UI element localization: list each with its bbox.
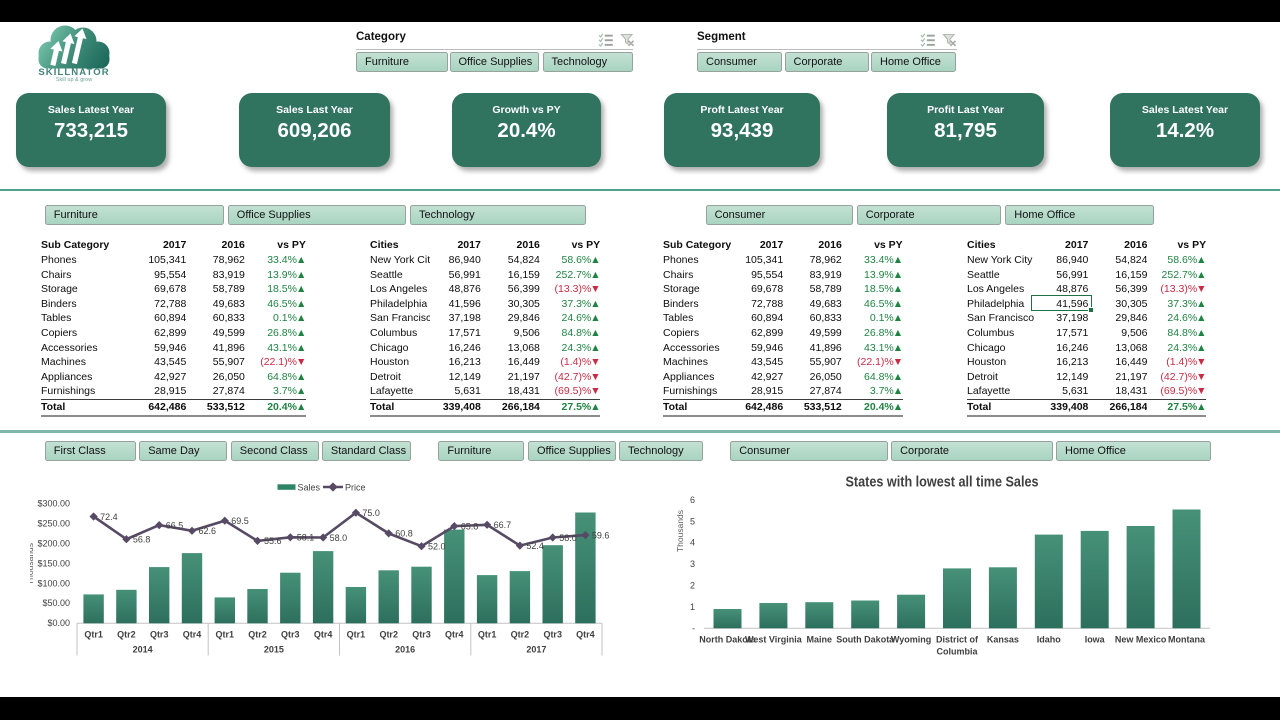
svg-text:Qtr3: Qtr3 xyxy=(543,630,562,640)
svg-text:72.4: 72.4 xyxy=(100,512,118,522)
svg-text:Qtr3: Qtr3 xyxy=(281,630,300,640)
svg-text:Qtr4: Qtr4 xyxy=(183,630,202,640)
svg-text:69.5: 69.5 xyxy=(231,516,249,526)
svg-text:Qtr2: Qtr2 xyxy=(511,630,530,640)
svg-text:North Dakota: North Dakota xyxy=(699,635,756,645)
svg-text:6: 6 xyxy=(690,495,695,505)
svg-text:$0.00: $0.00 xyxy=(47,618,70,628)
svg-text:2017: 2017 xyxy=(526,645,546,655)
svg-text:Qtr1: Qtr1 xyxy=(216,630,235,640)
svg-text:3: 3 xyxy=(690,559,695,569)
svg-text:58.0: 58.0 xyxy=(559,533,577,543)
svg-text:5: 5 xyxy=(690,516,695,526)
svg-text:Iowa: Iowa xyxy=(1085,635,1106,645)
svg-text:South Dakota: South Dakota xyxy=(836,635,895,645)
svg-text:$200.00: $200.00 xyxy=(37,538,70,548)
svg-text:Montana: Montana xyxy=(1168,635,1206,645)
svg-text:New Mexico: New Mexico xyxy=(1115,635,1167,645)
svg-text:58.1: 58.1 xyxy=(297,533,315,543)
svg-text:52.4: 52.4 xyxy=(526,541,544,551)
svg-text:Qtr2: Qtr2 xyxy=(379,630,398,640)
svg-text:75.0: 75.0 xyxy=(362,508,380,518)
svg-text:4: 4 xyxy=(690,538,695,548)
svg-text:-: - xyxy=(692,623,695,633)
svg-text:62.6: 62.6 xyxy=(199,526,217,536)
svg-text:Idaho: Idaho xyxy=(1037,635,1062,645)
svg-text:West Virginia: West Virginia xyxy=(745,635,803,645)
svg-text:Qtr3: Qtr3 xyxy=(150,630,169,640)
svg-text:Kansas: Kansas xyxy=(987,635,1019,645)
svg-text:66.5: 66.5 xyxy=(166,520,184,530)
svg-text:Qtr2: Qtr2 xyxy=(248,630,267,640)
svg-text:Thousands: Thousands xyxy=(30,543,35,585)
svg-text:60.8: 60.8 xyxy=(395,529,413,539)
svg-text:$50.00: $50.00 xyxy=(42,598,70,608)
svg-text:Sales: Sales xyxy=(298,482,321,492)
svg-text:59.6: 59.6 xyxy=(592,530,610,540)
svg-text:Wyoming: Wyoming xyxy=(891,635,931,645)
svg-text:Price: Price xyxy=(345,482,366,492)
svg-text:Qtr3: Qtr3 xyxy=(412,630,431,640)
svg-text:Qtr4: Qtr4 xyxy=(576,630,595,640)
svg-text:2016: 2016 xyxy=(395,645,415,655)
svg-text:$100.00: $100.00 xyxy=(37,578,70,588)
svg-text:District of: District of xyxy=(936,635,979,645)
svg-text:58.0: 58.0 xyxy=(330,533,348,543)
svg-text:Qtr4: Qtr4 xyxy=(445,630,464,640)
svg-text:$300.00: $300.00 xyxy=(37,499,70,509)
svg-text:Qtr1: Qtr1 xyxy=(478,630,497,640)
svg-text:66.7: 66.7 xyxy=(494,520,512,530)
svg-text:Qtr1: Qtr1 xyxy=(347,630,366,640)
svg-text:65.8: 65.8 xyxy=(461,521,479,531)
svg-text:Qtr2: Qtr2 xyxy=(117,630,136,640)
svg-text:Columbia: Columbia xyxy=(936,647,978,657)
svg-text:Maine: Maine xyxy=(807,635,833,645)
svg-text:1: 1 xyxy=(690,602,695,612)
svg-text:2014: 2014 xyxy=(133,645,153,655)
svg-text:$150.00: $150.00 xyxy=(37,558,70,568)
svg-text:52.0: 52.0 xyxy=(428,542,446,552)
svg-text:56.8: 56.8 xyxy=(133,535,151,545)
svg-text:2: 2 xyxy=(690,581,695,591)
svg-text:States with lowest all time Sa: States with lowest all time Sales xyxy=(846,473,1039,490)
svg-text:Thousands: Thousands xyxy=(675,510,685,552)
svg-text:Qtr4: Qtr4 xyxy=(314,630,333,640)
svg-text:Qtr1: Qtr1 xyxy=(84,630,103,640)
svg-text:$250.00: $250.00 xyxy=(37,518,70,528)
svg-text:2015: 2015 xyxy=(264,645,284,655)
svg-text:55.6: 55.6 xyxy=(264,536,282,546)
